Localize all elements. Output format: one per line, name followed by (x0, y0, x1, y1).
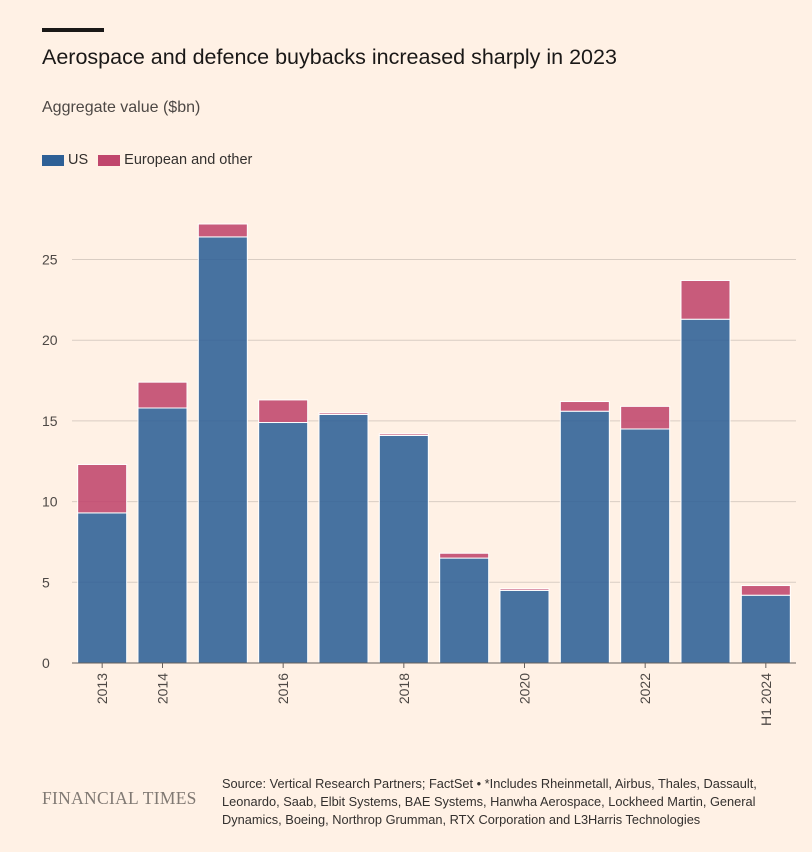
legend-label-us: US (68, 152, 89, 168)
bar-european-2016 (258, 399, 309, 424)
bar-european-2019 (439, 552, 490, 559)
bar-european-H1-2024 (740, 585, 791, 596)
bar-us-H1-2024 (740, 594, 791, 664)
bar-us-2014 (137, 407, 188, 664)
ft-logo: FINANCIAL TIMES (42, 788, 197, 808)
x-tick-label-2016: 2016 (275, 673, 291, 704)
bar-chart: 0 5 10 15 20 25 2013 2014 2016 2018 2020 2022 H1 202… (42, 223, 796, 726)
bar-european-2017 (318, 412, 369, 415)
bar-us-2021 (559, 410, 610, 664)
bar-european-2015 (197, 223, 248, 238)
x-tick-label-2022: 2022 (637, 673, 653, 704)
bar-european-2014 (137, 381, 188, 409)
legend-item-european: European and other (98, 152, 252, 168)
bar-european-2022 (620, 405, 671, 430)
source-note: Source: Vertical Research Partners; Fact… (222, 776, 757, 827)
bar-us-2023 (680, 318, 731, 664)
bar-us-2013 (77, 512, 128, 664)
chart-title: Aerospace and defence buybacks increased… (42, 45, 617, 69)
x-tick-label-2014: 2014 (155, 673, 171, 704)
y-tick-label-15: 15 (42, 413, 58, 429)
x-tick-label-2018: 2018 (396, 673, 412, 704)
x-tick-label-H1-2024: H1 2024 (758, 673, 774, 726)
y-tick-label-25: 25 (42, 252, 58, 268)
bar-us-2015 (197, 236, 248, 664)
legend-swatch-european (98, 154, 121, 166)
bar-us-2018 (378, 434, 429, 664)
bar-european-2020 (499, 588, 550, 591)
x-tick-label-2020: 2020 (517, 673, 533, 704)
bar-european-2013 (77, 463, 128, 514)
chart-subtitle: Aggregate value ($bn) (42, 99, 201, 116)
y-tick-label-5: 5 (42, 574, 50, 590)
bar-us-2019 (439, 557, 490, 664)
y-tick-label-20: 20 (42, 332, 58, 348)
legend-item-us: US (42, 152, 88, 168)
bar-european-2023 (680, 279, 731, 320)
y-tick-label-0: 0 (42, 655, 50, 671)
bar-us-2020 (499, 589, 550, 664)
legend: US European and other (42, 152, 262, 168)
bar-us-2017 (318, 413, 369, 664)
bar-us-2016 (258, 422, 309, 664)
header-rule (42, 28, 104, 32)
bar-us-2022 (620, 428, 671, 664)
bar-european-2018 (378, 433, 429, 436)
y-tick-label-10: 10 (42, 494, 58, 510)
legend-swatch-us (42, 154, 64, 166)
legend-label-european: European and other (124, 152, 253, 168)
bar-european-2021 (559, 401, 610, 412)
x-tick-label-2013: 2013 (94, 673, 110, 704)
